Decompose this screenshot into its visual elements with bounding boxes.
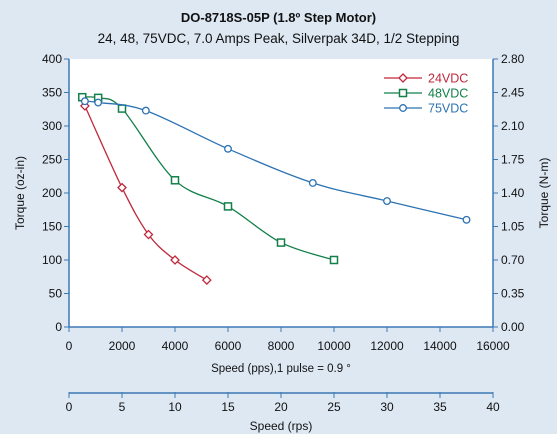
x2-tick-label: 30 (380, 400, 394, 414)
data-point-75vdc (224, 144, 232, 153)
data-point-48vdc (223, 202, 233, 211)
x2-tick-label: 10 (168, 400, 182, 414)
data-point-75vdc (308, 178, 317, 187)
data-point-75vdc (383, 197, 391, 205)
y2-tick-label: 2.10 (501, 119, 525, 133)
series-curves (78, 92, 471, 286)
legend-label-48vdc: 48VDC (428, 87, 468, 101)
y2-tick-label: 0.00 (501, 320, 525, 334)
y2-tick-label: 2.45 (501, 86, 525, 100)
y2-tick-label: 1.40 (501, 186, 525, 200)
data-point-48vdc (329, 255, 339, 265)
x-tick-label: 2000 (109, 339, 136, 353)
y2-tick-label: 2.80 (501, 52, 525, 66)
x2-axis-title: Speed (rps) (250, 419, 313, 433)
x-tick-label: 0 (66, 339, 73, 353)
chart-title: DO-8718S-05P (1.8º Step Motor) (180, 10, 377, 25)
x-axis-title: Speed (pps),1 pulse = 0.9 ° (211, 363, 351, 375)
y-tick-label: 400 (42, 52, 62, 66)
plot-area (69, 59, 493, 327)
y-tick-label: 300 (42, 119, 62, 133)
data-point-75vdc (141, 106, 150, 115)
legend-marker-24vdc (398, 73, 408, 83)
x-tick-label: 10000 (317, 339, 351, 353)
data-point-75vdc (94, 98, 103, 107)
x2-tick-label: 5 (119, 400, 126, 414)
chart-subtitle: 24, 48, 75VDC, 7.0 Amps Peak, Silverpak … (97, 31, 460, 46)
x2-tick-label: 35 (433, 400, 447, 414)
y-tick-label: 150 (42, 220, 62, 234)
x-tick-label: 14000 (423, 339, 457, 353)
y-tick-label: 100 (42, 253, 62, 267)
x-tick-label: 8000 (268, 339, 295, 353)
y2-tick-label: 0.35 (501, 287, 525, 301)
x2-tick-label: 15 (221, 400, 235, 414)
data-point-48vdc (276, 238, 286, 247)
data-point-48vdc (170, 176, 180, 185)
x-tick-label: 6000 (215, 339, 242, 353)
x2-tick-label: 0 (66, 400, 73, 414)
data-point-24vdc (117, 182, 127, 193)
y2-tick-label: 0.70 (501, 253, 525, 267)
data-point-48vdc (117, 104, 127, 113)
x2-tick-label: 40 (486, 400, 500, 414)
legend-label-75vdc: 75VDC (428, 102, 468, 116)
y-tick-label: 350 (42, 86, 62, 100)
data-point-24vdc (201, 275, 212, 286)
axes: 0501001502002503003504000.000.350.701.05… (13, 52, 551, 433)
y-axis-title: Torque (oz-in) (13, 156, 27, 230)
x-tick-label: 4000 (162, 339, 189, 353)
y2-tick-label: 1.05 (501, 220, 525, 234)
y-tick-label: 250 (42, 153, 62, 167)
legend-label-24vdc: 24VDC (428, 72, 468, 86)
x-tick-label: 16000 (476, 339, 510, 353)
y-tick-label: 0 (55, 320, 62, 334)
legend-marker-75vdc (399, 104, 407, 112)
data-point-24vdc (170, 255, 180, 265)
y2-axis-title: Torque (N-m) (537, 158, 551, 229)
data-point-75vdc (462, 215, 471, 224)
data-point-24vdc (143, 229, 154, 240)
y-tick-label: 50 (49, 287, 63, 301)
data-point-75vdc (80, 97, 89, 106)
legend-marker-48vdc (398, 88, 408, 98)
x2-tick-label: 25 (327, 400, 341, 414)
y2-tick-label: 1.75 (501, 153, 525, 167)
x-tick-label: 12000 (370, 339, 404, 353)
x2-tick-label: 20 (274, 400, 288, 414)
y-tick-label: 200 (42, 186, 62, 200)
